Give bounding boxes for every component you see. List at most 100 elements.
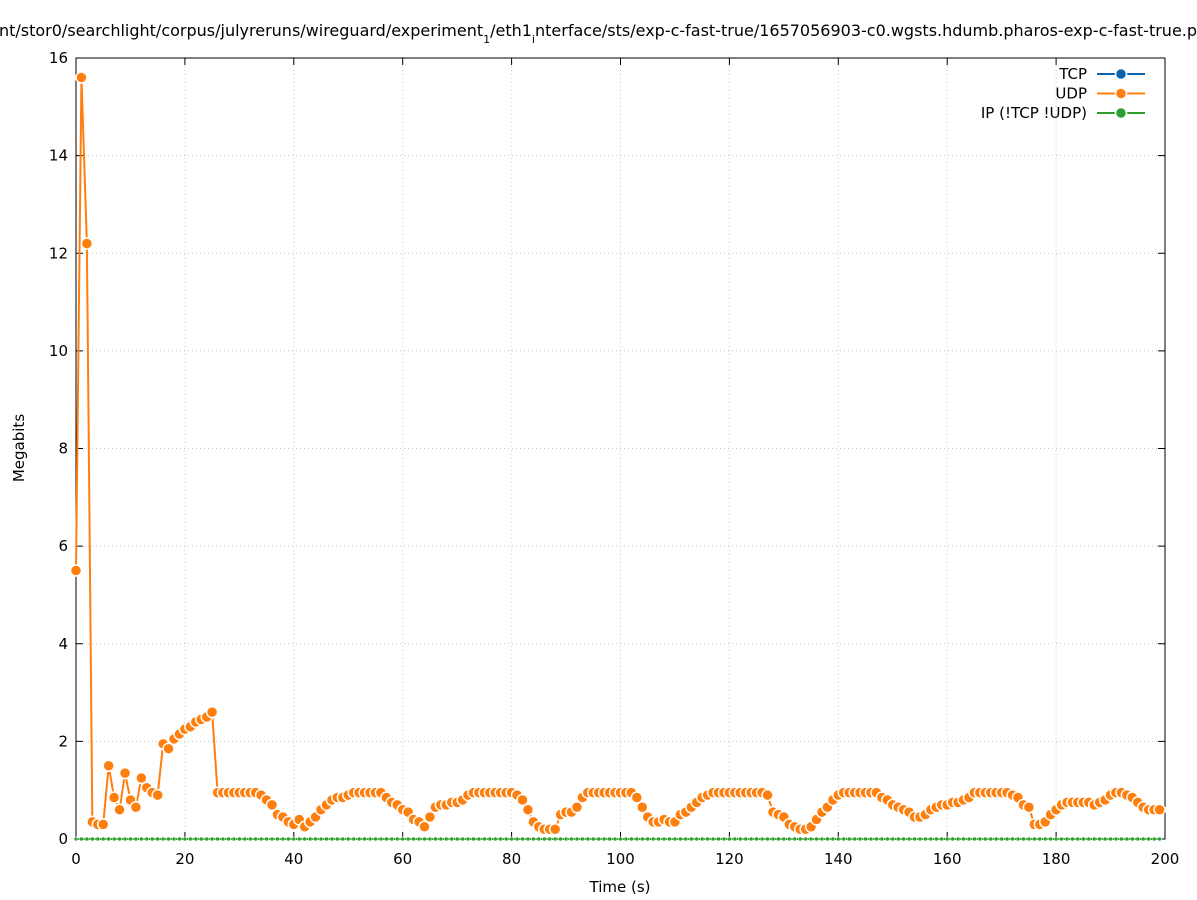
x-tick-label: 140 bbox=[824, 850, 853, 868]
legend-swatch bbox=[1114, 87, 1128, 100]
data-point bbox=[205, 705, 219, 719]
x-tick-label: 160 bbox=[933, 850, 962, 868]
data-point bbox=[454, 836, 460, 842]
data-point bbox=[591, 836, 596, 842]
data-point bbox=[552, 836, 558, 842]
data-point bbox=[819, 836, 825, 842]
data-point bbox=[335, 836, 340, 842]
data-point bbox=[302, 836, 307, 842]
data-point bbox=[95, 836, 101, 842]
data-point bbox=[362, 836, 367, 842]
data-point bbox=[901, 836, 906, 842]
title-part: i bbox=[532, 33, 535, 46]
data-point bbox=[934, 836, 939, 842]
data-point bbox=[411, 836, 416, 842]
data-point bbox=[69, 564, 83, 577]
data-point bbox=[100, 836, 106, 842]
data-point bbox=[516, 793, 529, 807]
data-point bbox=[645, 836, 650, 842]
y-tick-label: 8 bbox=[58, 440, 68, 458]
data-point bbox=[580, 836, 585, 842]
data-point bbox=[923, 836, 928, 842]
data-point bbox=[743, 836, 748, 842]
data-point bbox=[166, 836, 171, 842]
data-point bbox=[536, 836, 542, 842]
chart-title: nt/stor0/searchlight/corpus/julyreruns/w… bbox=[0, 21, 1197, 46]
data-point bbox=[770, 836, 776, 842]
data-point bbox=[792, 836, 797, 842]
data-point bbox=[133, 836, 139, 842]
data-point bbox=[340, 836, 346, 842]
data-point bbox=[874, 836, 879, 842]
data-point bbox=[630, 791, 644, 804]
data-point bbox=[149, 836, 155, 842]
x-tick-label: 100 bbox=[606, 850, 635, 868]
data-point bbox=[895, 836, 901, 842]
data-point bbox=[1026, 836, 1032, 842]
data-point bbox=[1059, 836, 1064, 842]
data-point bbox=[1048, 836, 1053, 842]
data-point bbox=[1113, 836, 1119, 842]
data-point bbox=[525, 836, 531, 842]
data-point bbox=[585, 836, 591, 842]
data-point bbox=[1032, 836, 1037, 842]
data-point bbox=[482, 836, 487, 842]
data-point bbox=[188, 836, 193, 842]
data-point bbox=[162, 742, 175, 755]
data-point bbox=[999, 836, 1004, 842]
data-point bbox=[275, 836, 280, 842]
data-point bbox=[144, 836, 150, 842]
data-point bbox=[520, 836, 525, 842]
data-point bbox=[836, 836, 841, 842]
data-point bbox=[177, 836, 182, 842]
data-point bbox=[966, 836, 972, 842]
data-point bbox=[1091, 836, 1097, 842]
data-point bbox=[509, 836, 514, 842]
data-point bbox=[917, 836, 923, 842]
data-point bbox=[705, 836, 710, 842]
data-point bbox=[367, 836, 373, 842]
data-point bbox=[1153, 803, 1166, 816]
data-point bbox=[721, 836, 727, 842]
data-point bbox=[548, 822, 562, 836]
data-point bbox=[258, 836, 264, 842]
series-line bbox=[75, 77, 1160, 831]
data-point bbox=[1146, 836, 1151, 842]
data-point bbox=[1108, 836, 1113, 842]
data-point bbox=[623, 836, 629, 842]
data-point bbox=[265, 798, 279, 812]
data-point bbox=[247, 836, 253, 842]
data-point bbox=[129, 801, 143, 814]
data-point bbox=[759, 836, 765, 842]
data-point bbox=[237, 836, 242, 842]
data-point bbox=[318, 836, 324, 842]
data-point bbox=[748, 836, 754, 842]
data-point bbox=[961, 836, 966, 842]
data-point bbox=[944, 836, 950, 842]
data-point bbox=[307, 836, 313, 842]
data-point bbox=[405, 836, 411, 842]
data-point bbox=[993, 836, 999, 842]
data-point bbox=[808, 836, 814, 842]
data-point bbox=[656, 836, 661, 842]
data-point bbox=[209, 836, 215, 842]
data-point bbox=[558, 836, 563, 842]
data-point bbox=[198, 836, 204, 842]
data-point bbox=[912, 836, 917, 842]
x-axis-label: Time (s) bbox=[589, 878, 651, 896]
data-point bbox=[395, 836, 400, 842]
data-point bbox=[231, 836, 237, 842]
data-point bbox=[487, 836, 493, 842]
data-point bbox=[689, 836, 694, 842]
data-point bbox=[384, 836, 389, 842]
data-point bbox=[111, 836, 117, 842]
data-point bbox=[955, 836, 961, 842]
data-point bbox=[1102, 836, 1108, 842]
data-point bbox=[73, 836, 79, 842]
data-point bbox=[612, 836, 618, 842]
data-point bbox=[890, 836, 895, 842]
data-point bbox=[710, 836, 716, 842]
x-tick-label: 200 bbox=[1151, 850, 1180, 868]
data-point bbox=[280, 836, 286, 842]
data-point bbox=[569, 836, 574, 842]
